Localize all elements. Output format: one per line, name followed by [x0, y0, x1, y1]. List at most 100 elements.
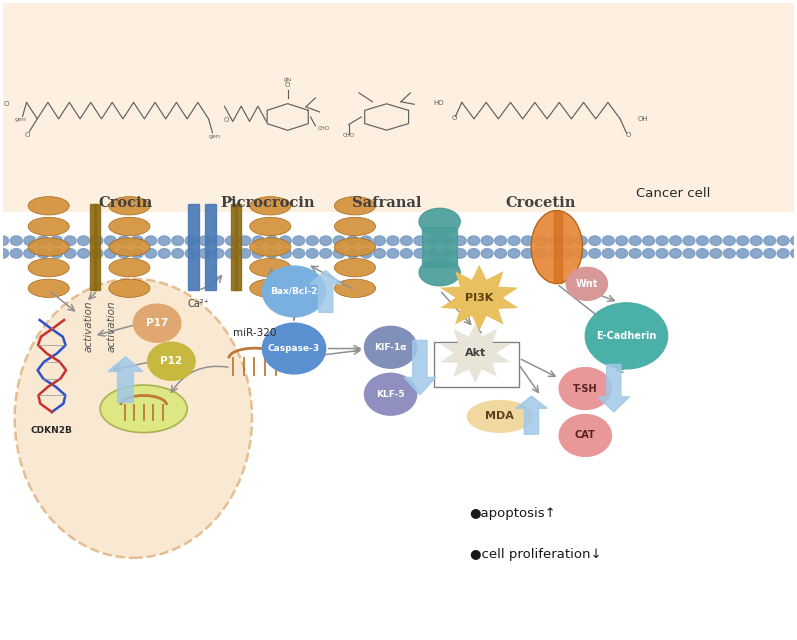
Ellipse shape: [28, 279, 69, 298]
Circle shape: [171, 236, 183, 246]
Text: O: O: [223, 117, 229, 123]
Bar: [234, 204, 241, 290]
Text: OH: OH: [638, 116, 648, 122]
Circle shape: [387, 248, 398, 258]
Circle shape: [629, 248, 641, 258]
Ellipse shape: [335, 279, 375, 298]
Circle shape: [589, 236, 601, 246]
Circle shape: [77, 236, 89, 246]
Circle shape: [710, 236, 722, 246]
Circle shape: [306, 236, 318, 246]
Circle shape: [185, 236, 197, 246]
Circle shape: [589, 248, 601, 258]
Circle shape: [414, 236, 426, 246]
Polygon shape: [440, 265, 518, 331]
Circle shape: [118, 236, 130, 246]
Circle shape: [10, 248, 22, 258]
Ellipse shape: [28, 259, 69, 277]
Text: Cancer cell: Cancer cell: [636, 187, 710, 200]
Circle shape: [400, 236, 412, 246]
Ellipse shape: [109, 238, 150, 256]
Circle shape: [616, 236, 627, 246]
Text: Wnt: Wnt: [575, 279, 598, 289]
Circle shape: [468, 236, 480, 246]
Circle shape: [360, 248, 372, 258]
FancyArrow shape: [404, 340, 435, 395]
Circle shape: [521, 236, 533, 246]
Circle shape: [253, 236, 265, 246]
Circle shape: [427, 236, 439, 246]
Circle shape: [198, 248, 210, 258]
Bar: [2, 3, 795, 212]
Circle shape: [24, 236, 36, 246]
Circle shape: [777, 236, 789, 246]
Circle shape: [669, 236, 681, 246]
Text: HO: HO: [434, 100, 445, 106]
Circle shape: [441, 248, 453, 258]
Circle shape: [364, 326, 417, 368]
Text: gen: gen: [15, 117, 27, 122]
Ellipse shape: [335, 238, 375, 256]
Circle shape: [697, 248, 709, 258]
Circle shape: [669, 248, 681, 258]
Circle shape: [481, 248, 493, 258]
Ellipse shape: [249, 279, 291, 298]
Text: Crocin: Crocin: [98, 196, 152, 210]
Circle shape: [575, 248, 587, 258]
Circle shape: [132, 236, 143, 246]
Bar: [206, 204, 217, 290]
Circle shape: [374, 236, 386, 246]
Circle shape: [374, 248, 386, 258]
Ellipse shape: [249, 238, 291, 256]
Circle shape: [212, 248, 224, 258]
Circle shape: [239, 248, 251, 258]
Circle shape: [481, 236, 493, 246]
Text: Caspase-3: Caspase-3: [268, 344, 320, 353]
Circle shape: [791, 248, 797, 258]
Circle shape: [306, 248, 318, 258]
Circle shape: [750, 236, 762, 246]
Circle shape: [400, 248, 412, 258]
Circle shape: [91, 248, 103, 258]
Ellipse shape: [467, 401, 532, 432]
Text: miR-320: miR-320: [233, 328, 276, 338]
Text: CAT: CAT: [575, 431, 595, 440]
Polygon shape: [440, 323, 511, 383]
Text: CHO: CHO: [318, 125, 330, 131]
Circle shape: [145, 248, 157, 258]
Circle shape: [64, 236, 76, 246]
Circle shape: [791, 236, 797, 246]
Circle shape: [320, 248, 332, 258]
Circle shape: [0, 248, 9, 258]
Circle shape: [333, 236, 345, 246]
Bar: [188, 204, 199, 290]
Text: ●apoptosis↑: ●apoptosis↑: [469, 507, 556, 520]
Text: CDKN2B: CDKN2B: [31, 426, 73, 435]
Circle shape: [642, 248, 654, 258]
Ellipse shape: [335, 217, 375, 236]
Circle shape: [683, 248, 695, 258]
Ellipse shape: [28, 217, 69, 236]
Circle shape: [171, 248, 183, 258]
Text: P12: P12: [160, 356, 183, 366]
Circle shape: [454, 236, 466, 246]
Ellipse shape: [109, 217, 150, 236]
Text: Safranal: Safranal: [352, 196, 422, 210]
Circle shape: [37, 248, 49, 258]
Ellipse shape: [335, 196, 375, 215]
FancyArrow shape: [516, 396, 547, 434]
Circle shape: [495, 248, 507, 258]
Text: KIF-1α: KIF-1α: [375, 343, 406, 352]
Circle shape: [603, 236, 614, 246]
FancyArrow shape: [598, 364, 630, 412]
Circle shape: [145, 236, 157, 246]
Ellipse shape: [249, 259, 291, 277]
Circle shape: [521, 248, 533, 258]
Text: ●cell proliferation↓: ●cell proliferation↓: [469, 548, 602, 561]
Circle shape: [468, 248, 480, 258]
Circle shape: [683, 236, 695, 246]
Circle shape: [567, 268, 607, 300]
Circle shape: [737, 236, 748, 246]
Circle shape: [548, 248, 560, 258]
Text: O: O: [451, 115, 457, 121]
